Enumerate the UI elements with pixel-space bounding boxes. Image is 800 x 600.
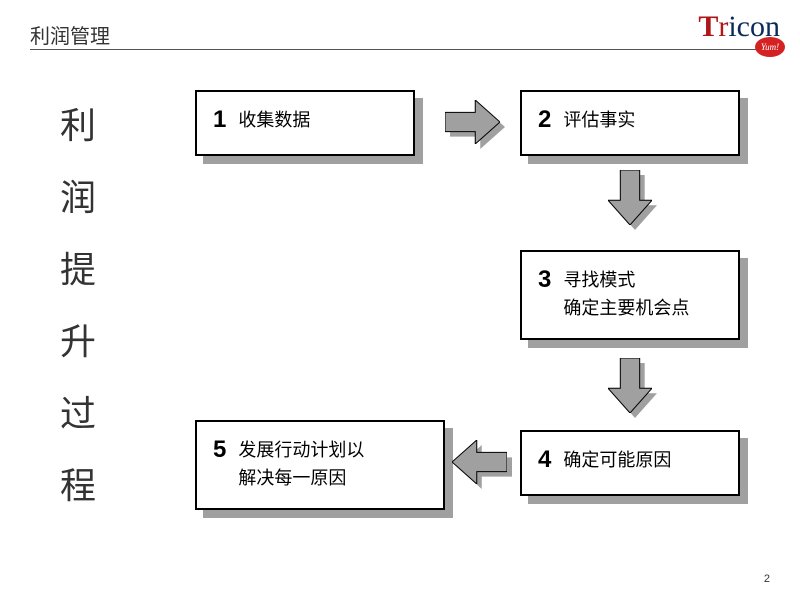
flow-box-label: 评估事实 <box>563 106 635 134</box>
flow-box-b1: 1 收集数据 <box>195 90 415 156</box>
flow-box-number: 3 <box>538 266 551 293</box>
flow-box-number: 1 <box>213 106 226 133</box>
flow-box-label: 确定可能原因 <box>563 446 671 474</box>
flow-box-b5: 5 发展行动计划以解决每一原因 <box>195 420 445 510</box>
flow-box-number: 2 <box>538 106 551 133</box>
arrow-a3 <box>608 358 652 413</box>
flow-box-number: 4 <box>538 446 551 473</box>
arrow-a1 <box>445 100 500 144</box>
arrow-a2 <box>608 170 652 225</box>
flow-box-number: 5 <box>213 436 226 463</box>
flow-box-label: 寻找模式确定主要机会点 <box>563 266 689 322</box>
flow-box-b2: 2 评估事实 <box>520 90 740 156</box>
page-number: 2 <box>764 573 770 585</box>
arrow-a4 <box>452 440 507 484</box>
flow-box-label: 发展行动计划以解决每一原因 <box>238 436 364 492</box>
flow-box-b3: 3 寻找模式确定主要机会点 <box>520 250 740 340</box>
flow-box-label: 收集数据 <box>238 106 310 134</box>
flow-box-b4: 4 确定可能原因 <box>520 430 740 496</box>
